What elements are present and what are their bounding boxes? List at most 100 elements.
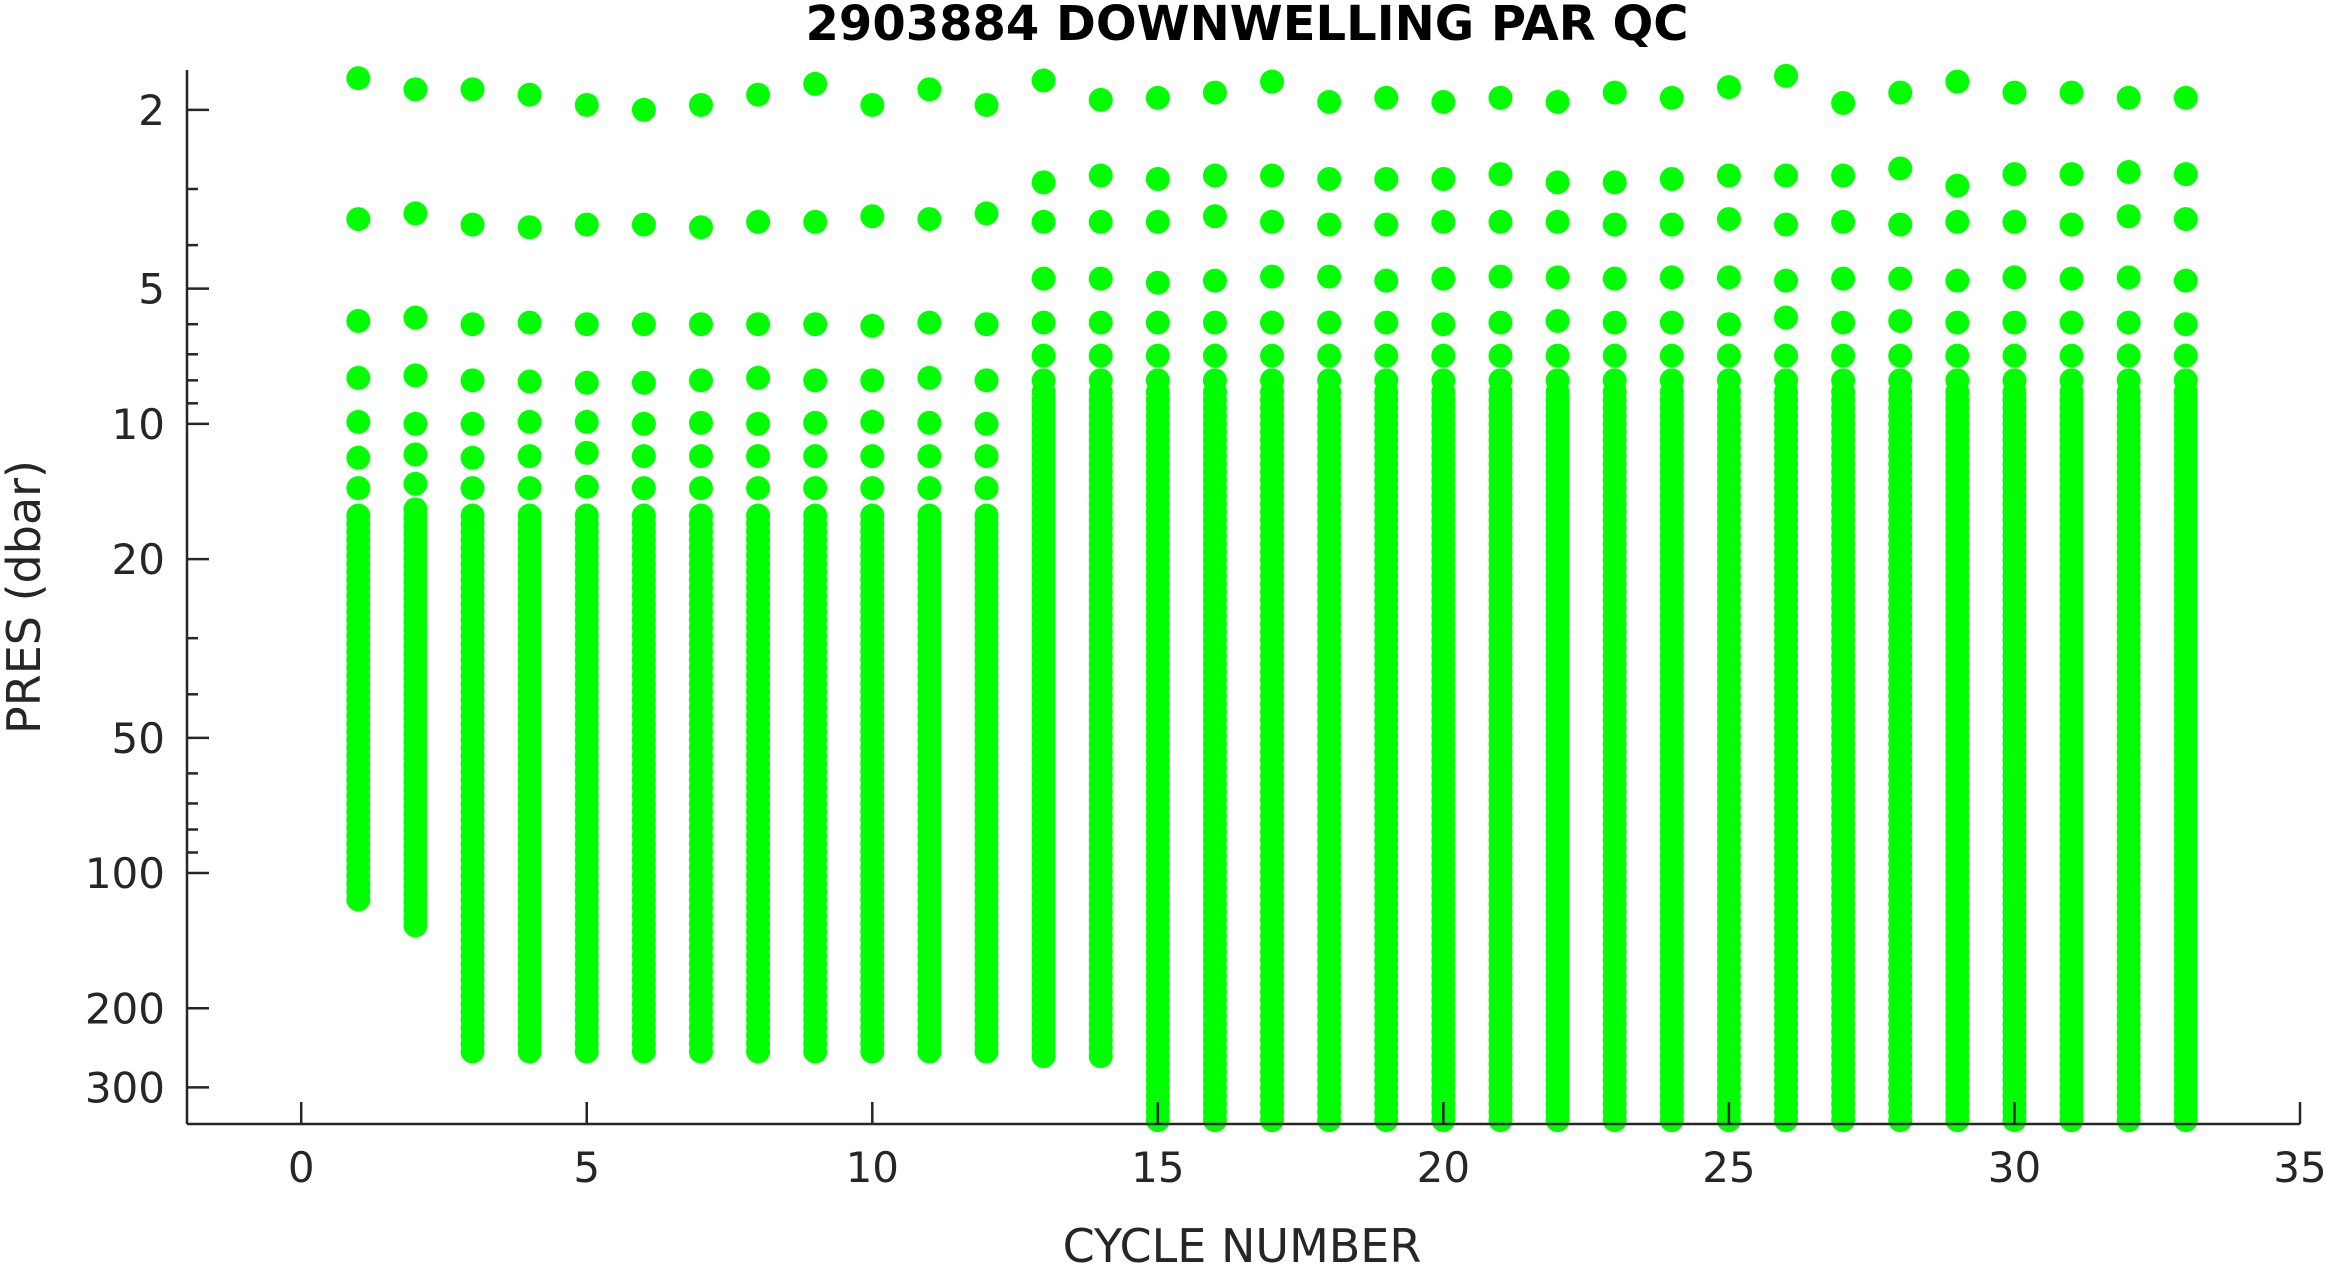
profile-cycle-32 [2116, 85, 2141, 1133]
profile-cycle-15 [1145, 85, 1170, 1133]
data-point [517, 82, 542, 107]
data-point [2002, 343, 2027, 368]
data-point [1945, 209, 1970, 234]
data-point [2059, 212, 2084, 237]
data-point [574, 409, 599, 434]
data-point [631, 312, 656, 337]
data-point [1716, 163, 1741, 188]
x-tick-label: 5 [573, 1143, 600, 1192]
data-point [1659, 1108, 1684, 1133]
data-point [1602, 310, 1627, 335]
data-point [1317, 166, 1342, 191]
data-point [574, 1039, 599, 1064]
data-point [1659, 212, 1684, 237]
data-point [1545, 89, 1570, 114]
data-point [1145, 166, 1170, 191]
data-point [1431, 343, 1456, 368]
data-point [2002, 209, 2027, 234]
data-point [1602, 80, 1627, 105]
y-axis-label: PRES (dbar) [0, 460, 51, 734]
y-tick-label: 200 [85, 984, 165, 1033]
data-point [1260, 209, 1285, 234]
data-point [346, 887, 371, 912]
data-point [1545, 209, 1570, 234]
profile-cycle-8 [746, 82, 771, 1064]
data-point [2116, 1108, 2141, 1133]
data-point [860, 313, 885, 338]
data-point [1145, 343, 1170, 368]
data-point [517, 369, 542, 394]
data-point [1831, 163, 1856, 188]
data-point [803, 209, 828, 234]
data-point [2059, 310, 2084, 335]
y-tick-label: 100 [85, 849, 165, 898]
data-point [1888, 80, 1913, 105]
profile-cycle-17 [1260, 69, 1285, 1133]
data-point [1945, 310, 1970, 335]
data-point [2002, 162, 2027, 187]
data-point [574, 312, 599, 337]
data-point [1031, 209, 1056, 234]
data-point [1031, 266, 1056, 291]
data-point [460, 77, 485, 102]
data-point [1888, 266, 1913, 291]
data-point [803, 71, 828, 96]
data-point [1317, 1108, 1342, 1133]
data-point [1088, 163, 1113, 188]
chart-title: 2903884 DOWNWELLING PAR QC [806, 0, 1689, 52]
data-point [803, 476, 828, 501]
data-point [1831, 310, 1856, 335]
data-point [746, 365, 771, 390]
profile-cycle-11 [917, 77, 942, 1064]
profile-cycle-22 [1545, 89, 1570, 1133]
data-point [746, 444, 771, 469]
data-point [403, 201, 428, 226]
data-point [974, 444, 999, 469]
data-point [917, 365, 942, 390]
data-point [1888, 308, 1913, 333]
profile-cycle-21 [1488, 85, 1513, 1133]
data-point [460, 411, 485, 436]
data-point [1602, 343, 1627, 368]
data-point [860, 409, 885, 434]
x-ticks: 0 5 10 15 20 25 30 35 [288, 1102, 2326, 1192]
data-point [803, 410, 828, 435]
y-tick-label: 20 [112, 535, 165, 584]
data-point [1888, 1108, 1913, 1133]
data-point [1145, 209, 1170, 234]
data-point [688, 476, 713, 501]
data-point [1202, 1108, 1227, 1133]
data-point [860, 368, 885, 393]
data-point [574, 474, 599, 499]
data-point [688, 410, 713, 435]
data-point [1774, 268, 1799, 293]
data-point [631, 444, 656, 469]
data-point [403, 305, 428, 330]
data-point [688, 368, 713, 393]
x-tick-label: 10 [846, 1143, 899, 1192]
data-point [1488, 310, 1513, 335]
data-point [631, 370, 656, 395]
data-point [1831, 343, 1856, 368]
profile-cycle-13 [1031, 68, 1056, 1069]
data-point [1545, 308, 1570, 333]
data-point [917, 410, 942, 435]
data-point [346, 66, 371, 91]
data-point [517, 409, 542, 434]
data-point [2059, 266, 2084, 291]
data-point [2173, 268, 2198, 293]
profile-cycle-33 [2173, 85, 2198, 1133]
data-point [2002, 80, 2027, 105]
data-point [1202, 163, 1227, 188]
data-point [2173, 1108, 2198, 1133]
data-point [460, 212, 485, 237]
data-point [1031, 310, 1056, 335]
profile-cycle-2 [403, 77, 428, 938]
data-point [1317, 264, 1342, 289]
data-point [403, 471, 428, 496]
data-point [2173, 207, 2198, 232]
data-point [403, 363, 428, 388]
data-point [1831, 266, 1856, 291]
x-tick-label: 20 [1417, 1143, 1470, 1192]
data-point [574, 92, 599, 117]
